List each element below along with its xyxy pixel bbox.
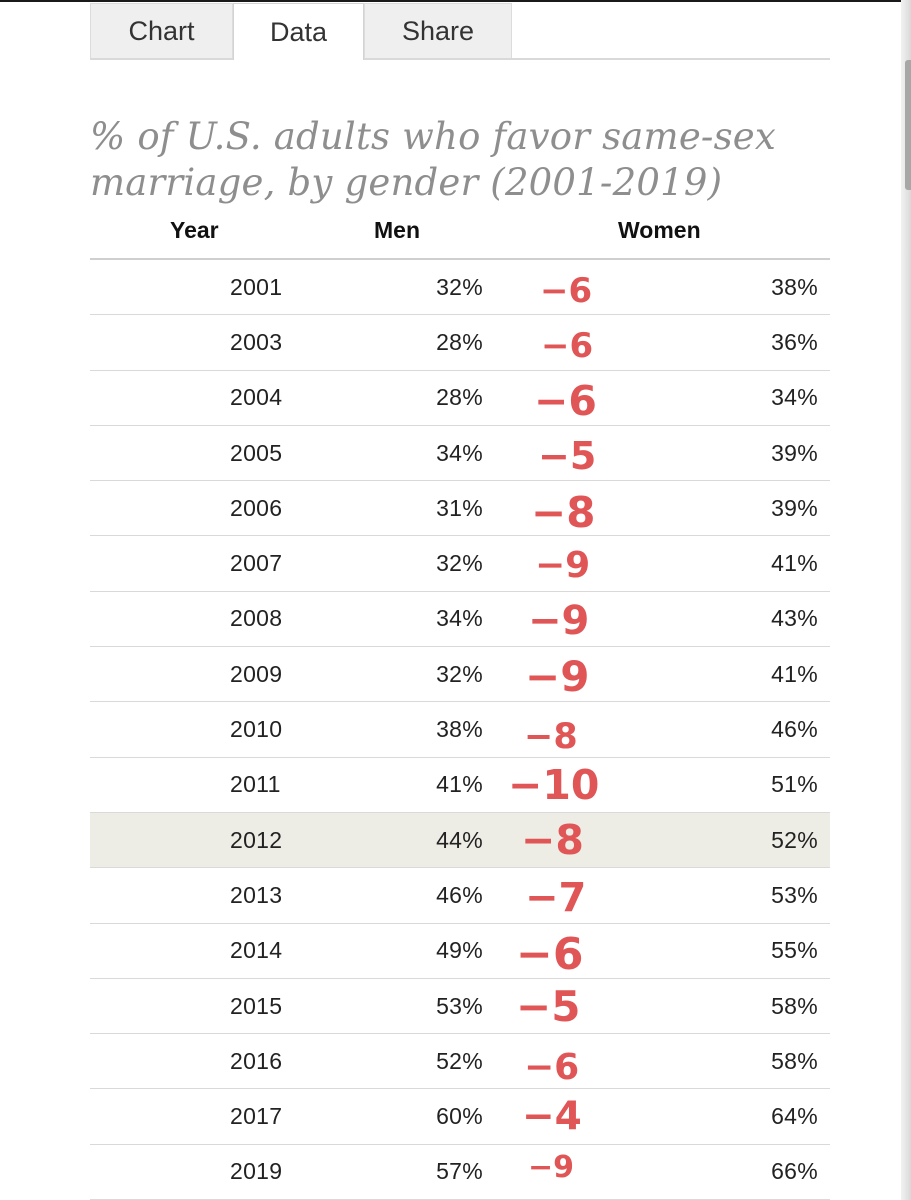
cell-men: 28% [436,384,483,411]
tab-baseline [90,58,830,60]
cell-men: 34% [436,439,483,466]
cell-men: 32% [436,550,483,577]
cell-women: 34% [771,384,818,411]
table-row: 2003 28% 36% [90,315,830,371]
table-row: 2011 41% 51% [90,758,830,813]
scroll-notch[interactable] [905,60,911,190]
tab-chart[interactable]: Chart [90,3,233,58]
table-row: 2019 57% 66% [90,1145,830,1200]
column-header-year: Year [170,217,219,243]
cell-women: 41% [771,660,818,687]
column-header-women: Women [618,217,701,243]
table-row: 2005 34% 39% [90,426,830,482]
cell-women: 39% [771,494,818,521]
cell-men: 44% [436,826,483,853]
cell-men: 28% [436,328,483,355]
cell-year: 2013 [230,881,283,908]
cell-women: 64% [771,1103,818,1130]
cell-women: 66% [771,1158,818,1185]
cell-year: 2014 [230,937,283,964]
table-row: 2009 32% 41% [90,647,830,703]
table-row: 2008 34% 43% [90,592,830,648]
cell-women: 52% [771,826,818,853]
cell-year: 2015 [230,992,283,1019]
cell-women: 39% [771,439,818,466]
table-row: 2006 31% 39% [90,481,830,537]
cell-year: 2012 [230,826,283,853]
cell-year: 2016 [230,1047,283,1074]
cell-year: 2007 [230,550,283,577]
table-row: 2017 60% 64% [90,1089,830,1145]
cell-men: 53% [436,992,483,1019]
cell-women: 51% [771,771,818,798]
table-row: 2014 49% 55% [90,924,830,979]
cell-men: 46% [436,881,483,908]
table-row: 2013 46% 53% [90,868,830,924]
table-row: 2004 28% 34% [90,371,830,426]
table-row: 2012 44% 52% [90,812,830,869]
cell-women: 58% [771,992,818,1019]
cell-men: 60% [436,1103,483,1130]
cell-men: 32% [436,660,483,687]
table-row: 2007 32% 41% [90,536,830,592]
cell-men: 52% [436,1047,483,1074]
cell-women: 36% [771,328,818,355]
cell-women: 38% [771,273,818,300]
table-row: 2001 32% 38% [90,260,830,316]
cell-women: 43% [771,605,818,632]
cell-men: 38% [436,716,483,743]
cell-year: 2010 [230,716,283,743]
table-top-line [90,258,830,260]
cell-women: 58% [771,1047,818,1074]
chart-title: % of U.S. adults who favor same-sex marr… [90,115,776,204]
tab-data[interactable]: Data [233,3,364,60]
column-header-men: Men [374,217,420,243]
table-row: 2016 52% 58% [90,1034,830,1090]
cell-year: 2005 [230,439,283,466]
cell-men: 49% [436,937,483,964]
cell-year: 2017 [230,1103,283,1130]
cell-men: 41% [436,771,483,798]
tab-bar: Chart Data Share [90,3,830,60]
table-row: 2015 53% 58% [90,979,830,1035]
cell-men: 32% [436,273,483,300]
cell-year: 2003 [230,328,283,355]
cell-women: 41% [771,550,818,577]
table-row: 2010 38% 46% [90,702,830,758]
data-table: 2001 32% 38% 2003 28% 36% 2004 28% 34% 2005 34% 39%… [90,258,830,1200]
cell-year: 2006 [230,494,283,521]
cell-year: 2019 [230,1158,283,1185]
cell-men: 57% [436,1158,483,1185]
cell-women: 46% [771,716,818,743]
cell-men: 34% [436,605,483,632]
cell-year: 2008 [230,605,283,632]
tab-share[interactable]: Share [364,3,512,58]
cell-women: 55% [771,937,818,964]
cell-year: 2009 [230,660,283,687]
top-rule [0,0,901,2]
cell-year: 2001 [230,273,283,300]
cell-men: 31% [436,494,483,521]
window-edge [901,0,911,1200]
cell-women: 53% [771,881,818,908]
cell-year: 2011 [230,771,281,798]
cell-year: 2004 [230,384,283,411]
